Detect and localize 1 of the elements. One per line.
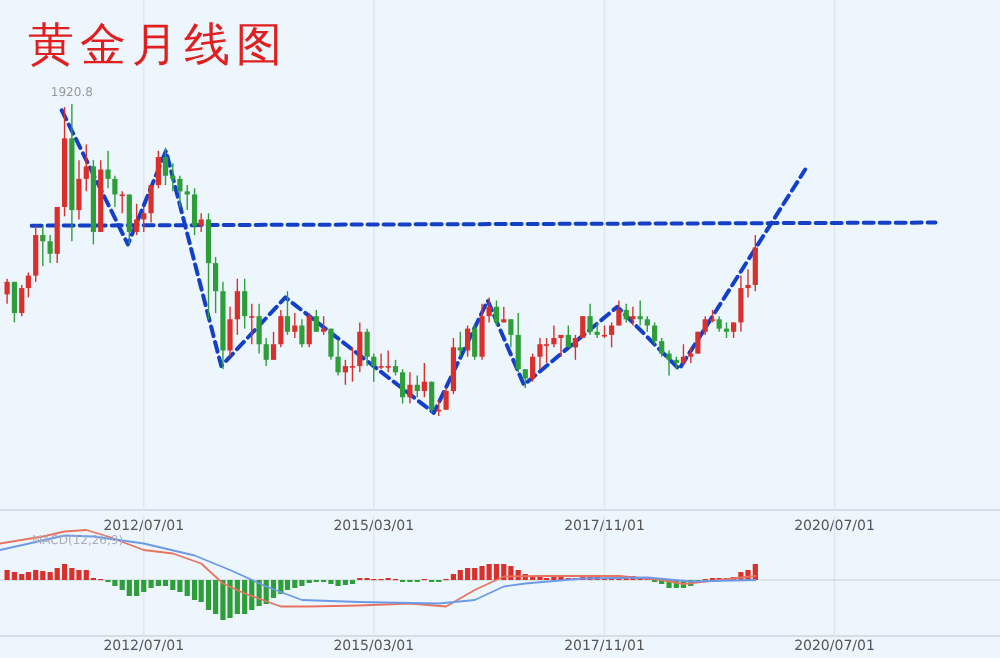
chart-title: 黄金月线图 [28, 20, 288, 72]
